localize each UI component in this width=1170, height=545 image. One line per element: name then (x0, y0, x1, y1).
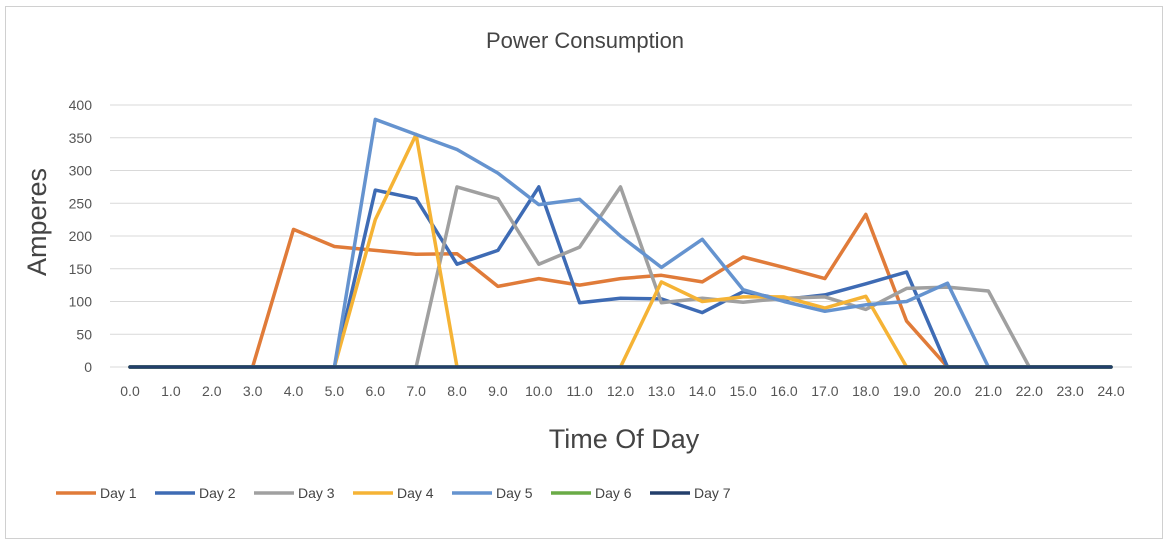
x-tick-label: 0.0 (120, 383, 140, 399)
x-tick-label: 18.0 (852, 383, 879, 399)
y-tick-label: 150 (69, 261, 93, 277)
legend-label: Day 5 (496, 485, 533, 501)
y-tick-label: 50 (76, 326, 92, 342)
x-tick-label: 4.0 (284, 383, 304, 399)
x-tick-label: 12.0 (607, 383, 634, 399)
x-tick-label: 20.0 (934, 383, 961, 399)
x-tick-label: 23.0 (1057, 383, 1084, 399)
legend-label: Day 7 (694, 485, 731, 501)
y-tick-label: 350 (69, 130, 93, 146)
y-tick-label: 250 (69, 195, 93, 211)
x-tick-label: 10.0 (525, 383, 552, 399)
x-tick-label: 17.0 (811, 383, 838, 399)
y-axis-title: Amperes (22, 168, 52, 276)
legend-item-day-1: Day 1 (56, 485, 137, 501)
x-tick-label: 8.0 (447, 383, 467, 399)
chart-title: Power Consumption (486, 28, 684, 53)
x-tick-label: 15.0 (730, 383, 757, 399)
x-tick-label: 16.0 (770, 383, 797, 399)
x-tick-label: 22.0 (1016, 383, 1043, 399)
x-tick-label: 6.0 (366, 383, 386, 399)
chart-frame (5, 6, 1163, 539)
x-tick-label: 2.0 (202, 383, 222, 399)
legend-item-day-6: Day 6 (551, 485, 632, 501)
y-tick-label: 100 (69, 294, 93, 310)
x-tick-label: 1.0 (161, 383, 181, 399)
x-tick-label: 3.0 (243, 383, 263, 399)
series-line-day-5 (128, 117, 1113, 369)
x-tick-label: 9.0 (488, 383, 508, 399)
y-tick-label: 0 (84, 359, 92, 375)
legend: Day 1 Day 2 Day 3 Day 4 Day 5 Day 6 Day 7 (56, 485, 731, 501)
series-line-day-4 (128, 132, 1113, 369)
series-lines (128, 117, 1113, 369)
x-tick-label: 24.0 (1097, 383, 1124, 399)
legend-item-day-5: Day 5 (452, 485, 533, 501)
x-tick-label: 21.0 (975, 383, 1002, 399)
legend-item-day-3: Day 3 (254, 485, 335, 501)
legend-label: Day 2 (199, 485, 236, 501)
legend-label: Day 3 (298, 485, 335, 501)
x-tick-label: 19.0 (893, 383, 920, 399)
y-tick-labels: 0 50 100 150 200 250 300 350 400 (69, 97, 93, 375)
y-tick-label: 400 (69, 97, 93, 113)
x-tick-labels: 0.0 1.0 2.0 3.0 4.0 5.0 6.0 7.0 8.0 9.0 10.0 11.0 12… (120, 383, 1125, 399)
x-tick-label: 5.0 (325, 383, 345, 399)
legend-label: Day 6 (595, 485, 632, 501)
x-tick-label: 14.0 (689, 383, 716, 399)
legend-item-day-7: Day 7 (650, 485, 731, 501)
y-tick-label: 200 (69, 228, 93, 244)
y-tick-label: 300 (69, 163, 93, 179)
x-tick-label: 13.0 (648, 383, 675, 399)
legend-item-day-4: Day 4 (353, 485, 434, 501)
legend-label: Day 4 (397, 485, 434, 501)
x-axis-title: Time Of Day (549, 424, 700, 454)
x-tick-label: 7.0 (406, 383, 426, 399)
legend-label: Day 1 (100, 485, 137, 501)
x-tick-label: 11.0 (567, 383, 593, 399)
legend-item-day-2: Day 2 (155, 485, 236, 501)
